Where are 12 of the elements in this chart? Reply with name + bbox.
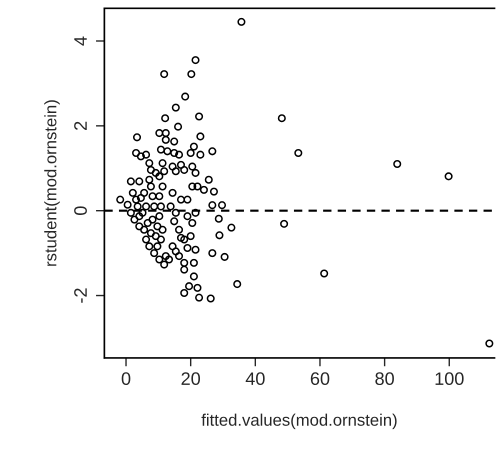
- x-tick-label: 0: [122, 372, 130, 386]
- x-tick-label: 100: [436, 372, 464, 386]
- y-tick-label: -2: [74, 288, 87, 303]
- y-axis-title: rstudent(mod.ornstein): [44, 100, 60, 266]
- x-tick-label: 20: [182, 372, 200, 386]
- x-axis-title: fitted.values(mod.ornstein): [201, 414, 397, 430]
- x-tick-label: 60: [310, 372, 330, 386]
- y-tick-label: 0: [74, 206, 87, 216]
- y-tick-label: 4: [74, 36, 87, 46]
- x-tick-label: 40: [246, 372, 265, 386]
- x-tick-label: 80: [375, 372, 394, 386]
- y-tick-label: 2: [74, 122, 87, 130]
